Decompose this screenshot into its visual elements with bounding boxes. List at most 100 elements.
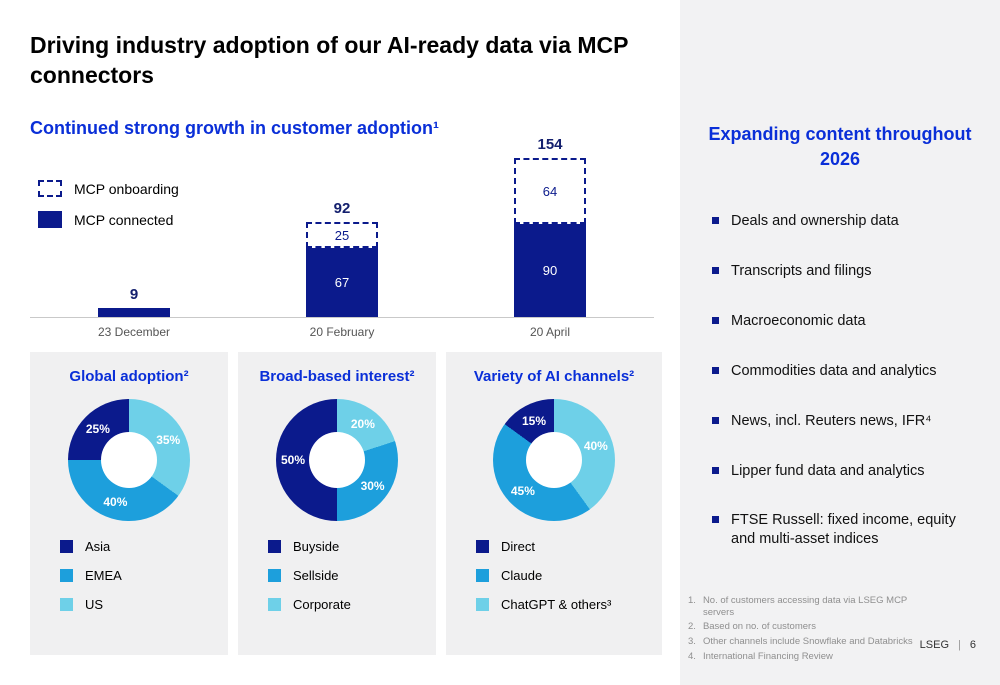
legend-swatch-icon: [268, 598, 281, 611]
bullet-icon: [712, 217, 719, 225]
footnote-number: 4.: [688, 651, 696, 663]
legend-item: US: [60, 597, 228, 612]
legend-swatch-icon: [268, 569, 281, 582]
bar-segment-mcp-onboarding: 25: [306, 222, 378, 248]
bar-segment-mcp-connected: 90: [514, 224, 586, 317]
donut-percent-label: 35%: [156, 433, 181, 448]
panel-legend: Direct Claude ChatGPT & others³: [476, 539, 662, 612]
donut-chart-global-adoption: 35% 40% 25%: [68, 399, 190, 521]
legend-item-mcp-connected: MCP connected: [38, 211, 179, 228]
legend-label: MCP onboarding: [74, 180, 179, 197]
footnote-number: 2.: [688, 621, 696, 633]
legend-swatch-icon: [476, 569, 489, 582]
x-axis-tick-label: 20 April: [529, 325, 571, 339]
footnote: 2. Based on no. of customers: [688, 621, 936, 633]
bar-segment-mcp-onboarding: 64: [514, 158, 586, 224]
list-item-label: Transcripts and filings: [731, 263, 872, 280]
dashed-swatch-icon: [38, 180, 62, 197]
bar-total-label: 154: [537, 136, 563, 153]
donut-percent-label: 30%: [360, 478, 385, 493]
list-item: Macroeconomic data: [712, 312, 1000, 331]
list-item-label: Lipper fund data and analytics: [731, 462, 925, 479]
legend-item: ChatGPT & others³: [476, 597, 662, 612]
panel-legend: Buyside Sellside Corporate: [268, 539, 436, 612]
legend-label: Buyside: [293, 539, 340, 554]
donut-percent-label: 20%: [350, 417, 375, 432]
bars-area: 9 92 25 67 154 64 90: [30, 136, 654, 318]
legend-label: US: [85, 597, 104, 612]
legend-label: MCP connected: [74, 211, 174, 228]
legend-label: ChatGPT & others³: [501, 597, 612, 612]
page-number: 6: [969, 639, 976, 651]
footer-separator: |: [958, 639, 961, 651]
panel-global-adoption: Global adoption² 35% 40% 25% Asia EMEA US: [30, 352, 228, 655]
list-item: Lipper fund data and analytics: [712, 462, 1000, 481]
slide-footer: LSEG | 6: [920, 639, 976, 651]
list-item-label: Commodities data and analytics: [731, 362, 937, 379]
legend-label: Direct: [501, 539, 535, 554]
list-item: News, incl. Reuters news, IFR⁴: [712, 412, 1000, 431]
donut-percent-label: 15%: [522, 413, 547, 428]
legend-label: Asia: [85, 539, 111, 554]
bullet-icon: [712, 366, 719, 374]
footnotes: 1. No. of customers accessing data via L…: [688, 595, 936, 663]
legend-swatch-icon: [60, 598, 73, 611]
list-item-label: Deals and ownership data: [731, 213, 899, 230]
legend-item: Sellside: [268, 568, 436, 583]
donut-percent-label: 25%: [85, 421, 110, 436]
bar-group: 92 25 67: [267, 200, 417, 317]
donut-chart-broad-based-interest: 20% 30% 50%: [276, 399, 398, 521]
donut-hole: [309, 432, 365, 488]
legend-label: EMEA: [85, 568, 122, 583]
donut-percent-label: 40%: [103, 494, 128, 509]
panel-title: Broad-based interest²: [259, 368, 415, 385]
footnote-number: 3.: [688, 636, 696, 648]
bar-total-label: 92: [333, 200, 351, 217]
bar-total-label: 9: [129, 286, 139, 303]
legend-item: EMEA: [60, 568, 228, 583]
list-item: Transcripts and filings: [712, 262, 1000, 281]
donut-percent-label: 50%: [280, 453, 306, 467]
bar-group: 154 64 90: [475, 136, 625, 317]
list-item: FTSE Russell: fixed income, equity and m…: [712, 511, 1000, 549]
x-axis-labels: 23 December 20 February 20 April: [30, 325, 654, 339]
donut-hole: [526, 432, 582, 488]
footnote-number: 1.: [688, 594, 696, 606]
donut-percent-label: 40%: [583, 439, 608, 454]
panel-title: Variety of AI channels²: [473, 368, 635, 385]
bullet-icon: [712, 416, 719, 424]
footnote: 4. International Financing Review: [688, 651, 936, 663]
legend-item: Buyside: [268, 539, 436, 554]
legend-item-mcp-onboarding: MCP onboarding: [38, 180, 179, 197]
bar-chart-legend: MCP onboarding MCP connected: [38, 180, 179, 228]
footnote: 1. No. of customers accessing data via L…: [688, 595, 936, 619]
legend-swatch-icon: [60, 540, 73, 553]
bullet-icon: [712, 267, 719, 275]
legend-swatch-icon: [268, 540, 281, 553]
slide-title: Driving industry adoption of our AI-read…: [30, 32, 629, 89]
solid-swatch-icon: [38, 211, 62, 228]
list-item-label: News, incl. Reuters news, IFR⁴: [731, 412, 932, 429]
brand-label: LSEG: [919, 639, 950, 651]
footnote: 3. Other channels include Snowflake and …: [688, 636, 936, 648]
bar-segment-mcp-connected: [98, 308, 170, 317]
legend-item: Claude: [476, 568, 662, 583]
legend-swatch-icon: [60, 569, 73, 582]
footnote-text: International Financing Review: [702, 651, 833, 663]
legend-swatch-icon: [476, 598, 489, 611]
x-axis-tick-label: 23 December: [97, 325, 171, 339]
footnote-text: No. of customers accessing data via LSEG…: [702, 594, 908, 618]
list-item: Deals and ownership data: [712, 212, 1000, 231]
legend-item: Direct: [476, 539, 662, 554]
panel-broad-based-interest: Broad-based interest² 20% 30% 50% Buyside …: [238, 352, 436, 655]
x-axis-tick-label: 20 February: [309, 325, 375, 339]
sidebar-bullet-list: Deals and ownership data Transcripts and…: [712, 212, 1000, 549]
bar-group: 9: [59, 286, 209, 317]
bar-chart-heading: Continued strong growth in customer adop…: [30, 118, 439, 138]
bar-chart: MCP onboarding MCP connected 9 92 25 67 154 6…: [30, 136, 654, 339]
donut-panels: Global adoption² 35% 40% 25% Asia EMEA US: [30, 352, 662, 655]
donut-percent-label: 45%: [510, 484, 535, 499]
sidebar: Expanding content throughout 2026 Deals …: [680, 0, 1000, 685]
legend-label: Claude: [501, 568, 543, 583]
